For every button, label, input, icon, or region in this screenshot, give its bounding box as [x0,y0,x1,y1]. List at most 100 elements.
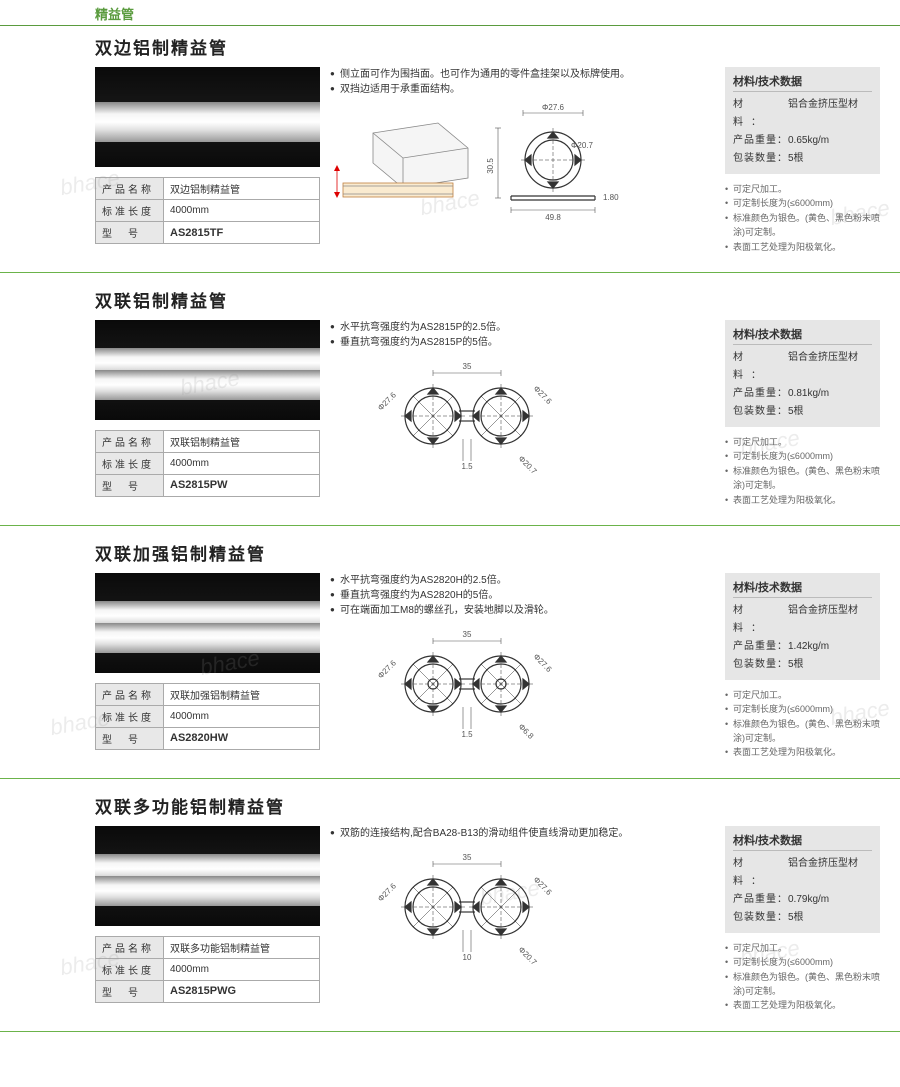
spec-value-model: AS2815PWG [164,980,320,1002]
spec-label-model: 型 号 [96,727,164,749]
spec-table: 产品名称 双边铝制精益管 标准长度 4000mm 型 号 AS2815TF [95,177,320,244]
spec-label-name: 产品名称 [96,430,164,452]
data-value-pack: 5根 [788,150,804,168]
product-section: 双联多功能铝制精益管 产品名称 双联多功能铝制精益管 标准长度 4000mm 型… [0,793,900,1032]
note-item: 标准颜色为银色。(黄色、黑色粉末喷涂)可定制。 [725,464,880,493]
feature-item: 垂直抗弯强度约为AS2815P的5倍。 [330,335,630,350]
tech-data-box: 材料/技术数据 材 料： 铝合金挤压型材 产品重量： 1.42kg/m 包装数量… [725,573,880,680]
product-photo [95,67,320,167]
data-label-material: 材 料： [733,855,788,891]
product-photo [95,573,320,673]
spec-value-length: 4000mm [164,200,320,222]
spec-label-name: 产品名称 [96,683,164,705]
notes-list: 可定尺加工。可定制长度为(≤6000mm)标准颜色为银色。(黄色、黑色粉末喷涂)… [725,435,880,507]
data-value-material: 铝合金挤压型材 [788,602,858,638]
svg-text:30.5: 30.5 [486,158,495,174]
spec-label-length: 标准长度 [96,958,164,980]
note-item: 可定尺加工。 [725,941,880,955]
spec-table: 产品名称 双联加强铝制精益管 标准长度 4000mm 型 号 AS2820HW [95,683,320,750]
spec-value-model: AS2815TF [164,222,320,244]
product-photo [95,320,320,420]
data-value-pack: 5根 [788,909,804,927]
svg-text:Φ27.6: Φ27.6 [531,652,553,674]
svg-text:35: 35 [462,853,471,862]
spec-value-length: 4000mm [164,958,320,980]
spec-label-name: 产品名称 [96,178,164,200]
spec-label-name: 产品名称 [96,936,164,958]
note-item: 标准颜色为银色。(黄色、黑色粉末喷涂)可定制。 [725,970,880,999]
note-item: 可定制长度为(≤6000mm) [725,449,880,463]
tech-data-box: 材料/技术数据 材 料： 铝合金挤压型材 产品重量： 0.81kg/m 包装数量… [725,320,880,427]
feature-list: 水平抗弯强度约为AS2815P的2.5倍。垂直抗弯强度约为AS2815P的5倍。 [330,320,630,350]
svg-text:1.5: 1.5 [461,462,473,471]
note-item: 表面工艺处理为阳极氧化。 [725,240,880,254]
data-value-weight: 0.81kg/m [788,385,829,403]
note-item: 标准颜色为银色。(黄色、黑色粉末喷涂)可定制。 [725,211,880,240]
spec-value-length: 4000mm [164,705,320,727]
note-item: 可定制长度为(≤6000mm) [725,702,880,716]
feature-list: 双筋的连接结构,配合BA28-B13的滑动组件使直线滑动更加稳定。 [330,826,630,841]
tech-data-title: 材料/技术数据 [733,326,872,345]
feature-item: 可在端面加工M8的螺丝孔，安装地脚以及滑轮。 [330,603,630,618]
tech-data-title: 材料/技术数据 [733,73,872,92]
data-label-material: 材 料： [733,602,788,638]
data-label-weight: 产品重量： [733,891,788,909]
svg-text:Φ27.6: Φ27.6 [376,658,398,680]
spec-value-name: 双联铝制精益管 [164,430,320,452]
data-value-material: 铝合金挤压型材 [788,855,858,891]
svg-text:35: 35 [462,630,471,639]
spec-table: 产品名称 双联多功能铝制精益管 标准长度 4000mm 型 号 AS2815PW… [95,936,320,1003]
svg-text:1.5: 1.5 [461,730,473,739]
data-value-pack: 5根 [788,656,804,674]
spec-label-length: 标准长度 [96,200,164,222]
spec-label-length: 标准长度 [96,452,164,474]
page-title: 精益管 [0,0,900,26]
product-title: 双边铝制精益管 [95,34,880,59]
data-value-material: 铝合金挤压型材 [788,96,858,132]
feature-list: 水平抗弯强度约为AS2820H的2.5倍。垂直抗弯强度约为AS2820H的5倍。… [330,573,630,618]
note-item: 表面工艺处理为阳极氧化。 [725,745,880,759]
svg-text:Φ27.6: Φ27.6 [531,384,553,406]
data-label-weight: 产品重量： [733,132,788,150]
notes-list: 可定尺加工。可定制长度为(≤6000mm)标准颜色为银色。(黄色、黑色粉末喷涂)… [725,182,880,254]
cross-section-diagram: 35 Φ27.6 Φ27.6 Φ6.8 1.5 [330,624,625,754]
svg-text:35: 35 [462,362,471,371]
feature-item: 侧立面可作为围挡面。也可作为通用的零件盒挂架以及标牌使用。 [330,67,630,82]
data-label-pack: 包装数量： [733,656,788,674]
note-item: 表面工艺处理为阳极氧化。 [725,493,880,507]
data-label-pack: 包装数量： [733,909,788,927]
svg-text:Φ27.6: Φ27.6 [376,881,398,903]
cross-section-diagram: Φ27.6 30.5 49.8 1.80 Φ20.7 [330,103,625,233]
product-title: 双联加强铝制精益管 [95,540,880,565]
note-item: 表面工艺处理为阳极氧化。 [725,998,880,1012]
svg-text:49.8: 49.8 [545,213,561,222]
data-value-weight: 1.42kg/m [788,638,829,656]
svg-text:Φ20.7: Φ20.7 [571,141,594,150]
svg-text:Φ20.7: Φ20.7 [516,945,538,967]
svg-text:Φ20.7: Φ20.7 [516,454,538,476]
data-label-weight: 产品重量： [733,638,788,656]
spec-value-name: 双边铝制精益管 [164,178,320,200]
svg-text:1.80: 1.80 [603,193,619,202]
data-value-pack: 5根 [788,403,804,421]
spec-table: 产品名称 双联铝制精益管 标准长度 4000mm 型 号 AS2815PW [95,430,320,497]
notes-list: 可定尺加工。可定制长度为(≤6000mm)标准颜色为银色。(黄色、黑色粉末喷涂)… [725,941,880,1013]
note-item: 可定尺加工。 [725,182,880,196]
tech-data-title: 材料/技术数据 [733,579,872,598]
note-item: 可定尺加工。 [725,688,880,702]
product-title: 双联多功能铝制精益管 [95,793,880,818]
tech-data-title: 材料/技术数据 [733,832,872,851]
note-item: 标准颜色为银色。(黄色、黑色粉末喷涂)可定制。 [725,717,880,746]
data-label-material: 材 料： [733,349,788,385]
note-item: 可定尺加工。 [725,435,880,449]
feature-list: 侧立面可作为围挡面。也可作为通用的零件盒挂架以及标牌使用。双挡边适用于承重面结构… [330,67,630,97]
data-label-pack: 包装数量： [733,150,788,168]
svg-text:Φ27.6: Φ27.6 [531,875,553,897]
svg-text:10: 10 [462,953,471,962]
spec-label-model: 型 号 [96,222,164,244]
tech-data-box: 材料/技术数据 材 料： 铝合金挤压型材 产品重量： 0.79kg/m 包装数量… [725,826,880,933]
feature-item: 水平抗弯强度约为AS2820H的2.5倍。 [330,573,630,588]
spec-value-model: AS2815PW [164,474,320,496]
feature-item: 双挡边适用于承重面结构。 [330,82,630,97]
product-section: 双联铝制精益管 产品名称 双联铝制精益管 标准长度 4000mm 型 号 AS2… [0,287,900,526]
